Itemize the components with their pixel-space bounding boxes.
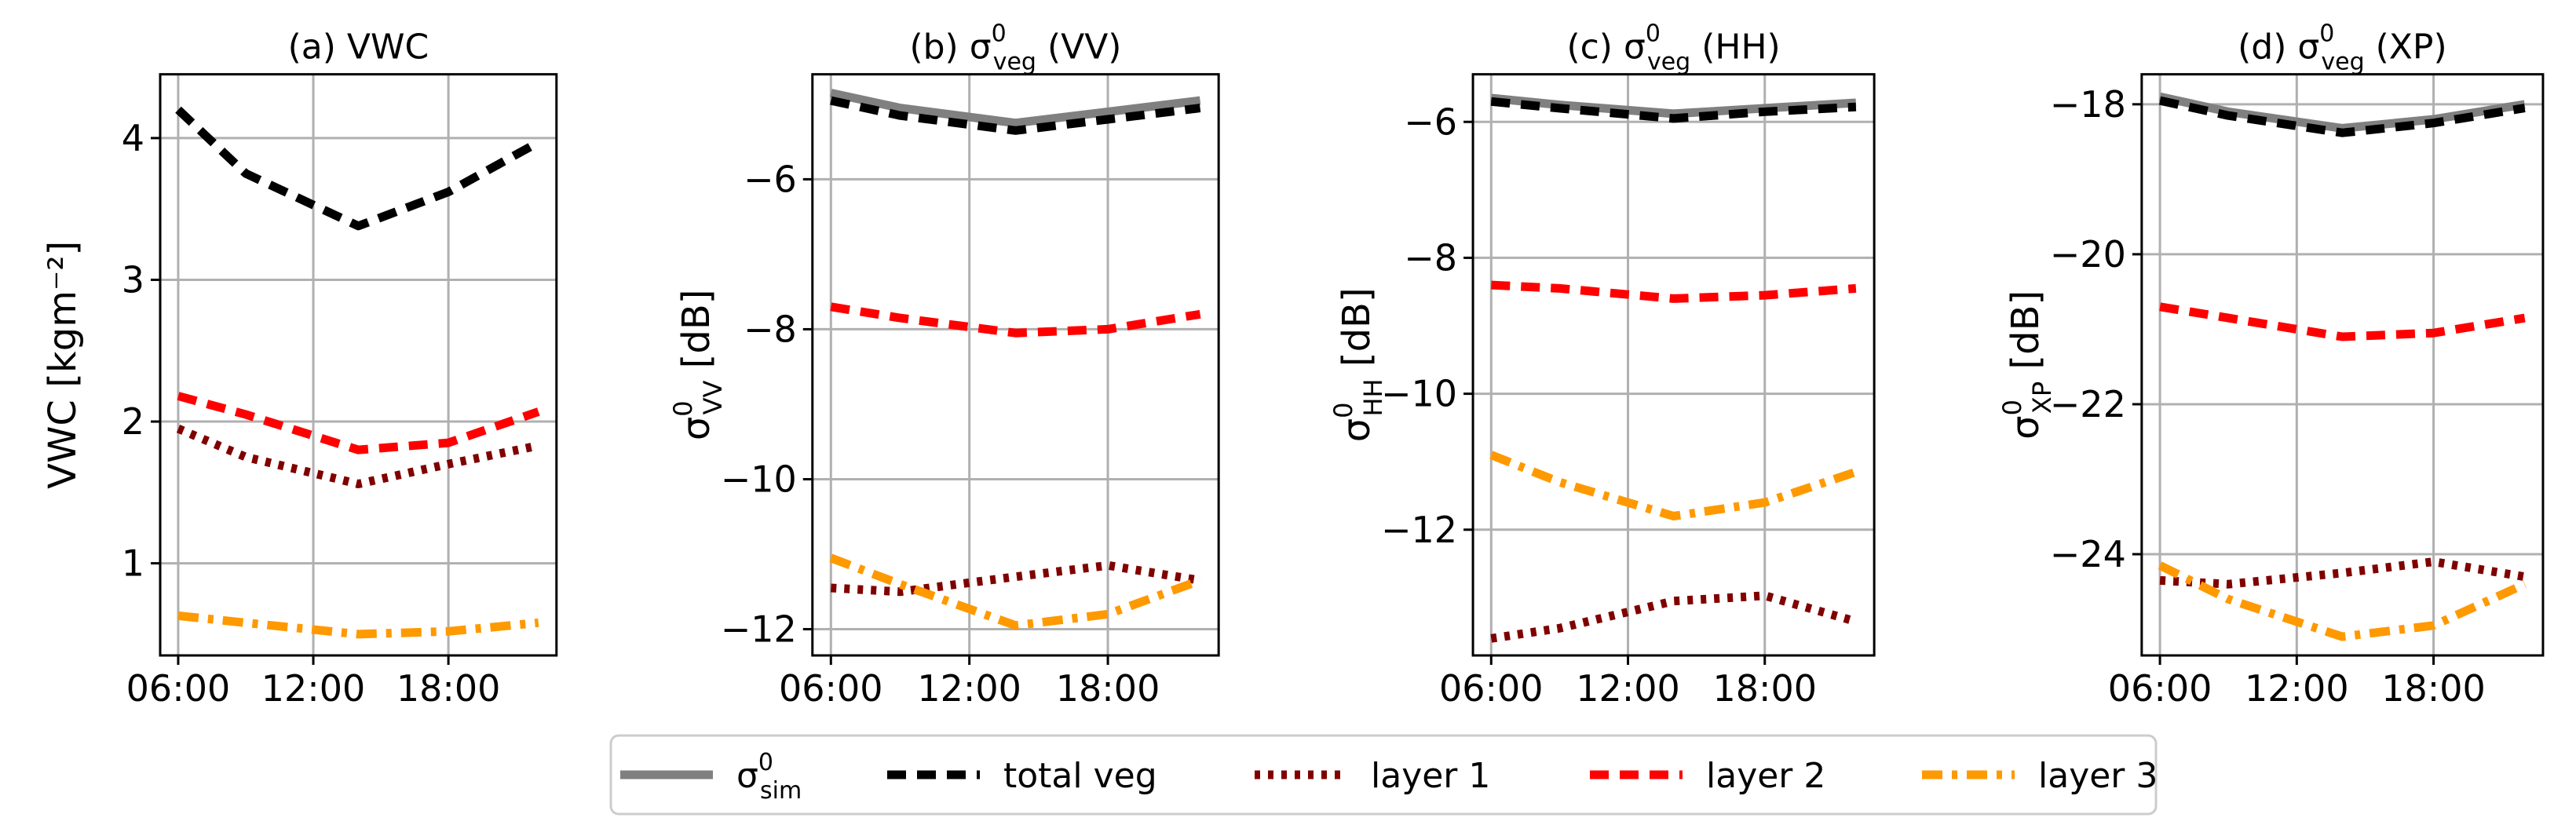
panel-title: (d) σ0 veg (XP) bbox=[2238, 20, 2447, 76]
y-tick-label: −10 bbox=[721, 458, 797, 500]
series-line-sim bbox=[2158, 92, 2526, 133]
legend-label-l2: layer 2 bbox=[1706, 756, 1825, 796]
y-tick-label: 2 bbox=[122, 400, 144, 443]
x-tick-label: 06:00 bbox=[126, 667, 231, 710]
series-line-l1 bbox=[831, 560, 1201, 597]
series-group bbox=[829, 89, 1202, 630]
axes-frame bbox=[2140, 73, 2545, 657]
axes-frame bbox=[159, 73, 558, 657]
panel-title: (a) VWC bbox=[288, 27, 429, 68]
axes-frame bbox=[811, 73, 1220, 657]
series-group bbox=[2158, 92, 2527, 641]
x-tick-label: 06:00 bbox=[1439, 667, 1544, 710]
panel-title: (b) σ0 veg (VV) bbox=[909, 20, 1121, 76]
series-line-sim bbox=[830, 89, 1201, 128]
x-tick-label: 18:00 bbox=[2381, 667, 2486, 710]
y-axis-label: σ0XP [dB] bbox=[1997, 290, 2057, 440]
series-line-l1 bbox=[176, 425, 539, 488]
y-tick-label: −6 bbox=[1404, 100, 1457, 143]
legend-label-total: total veg bbox=[1003, 756, 1157, 796]
x-tick-label: 18:00 bbox=[396, 667, 501, 710]
series-line-l3 bbox=[1489, 451, 1858, 520]
x-tick-label: 12:00 bbox=[261, 667, 366, 710]
y-axis-label: VWC [kgm⁻²] bbox=[41, 241, 85, 489]
x-tick-label: 06:00 bbox=[2108, 667, 2212, 710]
series-line-total bbox=[175, 106, 541, 231]
series-group bbox=[1489, 93, 1858, 643]
x-tick-label: 12:00 bbox=[917, 667, 1021, 710]
x-tick-label: 12:00 bbox=[2245, 667, 2349, 710]
series-line-l3 bbox=[829, 553, 1202, 630]
legend-frame bbox=[609, 734, 2158, 816]
x-tick-label: 18:00 bbox=[1056, 667, 1160, 710]
y-tick-label: 4 bbox=[122, 117, 144, 159]
y-tick-label: −22 bbox=[2050, 383, 2126, 425]
x-tick-label: 12:00 bbox=[1576, 667, 1680, 710]
legend-label-l1: layer 1 bbox=[1371, 756, 1490, 796]
series-line-l2 bbox=[2159, 302, 2526, 341]
y-tick-label: −20 bbox=[2050, 233, 2126, 276]
panel-a: 06:00 12:00 18:00 1 2 3 4 (a) VWC VWC [kgm⁻²] bbox=[41, 27, 558, 710]
series-line-l2 bbox=[1491, 280, 1857, 303]
y-axis-label: σ0HH [dB] bbox=[1328, 287, 1388, 442]
y-axis-label: σ0VV [dB] bbox=[668, 289, 728, 440]
series-line-total bbox=[1490, 97, 1857, 123]
y-tick-label: −8 bbox=[1404, 236, 1457, 279]
y-tick-label: −24 bbox=[2050, 533, 2126, 575]
legend: σ0 sim total veg layer 1 layer 2 layer 3 bbox=[609, 734, 2158, 816]
series-line-l2 bbox=[830, 302, 1201, 338]
series-group bbox=[175, 106, 541, 639]
series-line-total bbox=[830, 96, 1201, 135]
y-tick-label: 1 bbox=[122, 542, 144, 585]
legend-label-l3: layer 3 bbox=[2038, 756, 2158, 796]
y-tick-label: −8 bbox=[744, 308, 797, 350]
x-tick-label: 18:00 bbox=[1712, 667, 1817, 710]
series-line-l2 bbox=[177, 392, 540, 455]
y-tick-label: −18 bbox=[2050, 83, 2126, 126]
y-tick-label: −10 bbox=[1381, 373, 1457, 415]
y-tick-label: −12 bbox=[721, 608, 797, 651]
panel-c: 06:00 12:00 18:00 −12 −10 −8 −6 (c) σ0 veg (HH) σ… bbox=[1328, 20, 1876, 710]
axes-frame bbox=[1471, 73, 1876, 657]
legend-label-sim: σ0 sim bbox=[736, 749, 802, 805]
y-tick-label: −6 bbox=[744, 158, 797, 200]
panel-d: 06:00 12:00 18:00 −24 −22 −20 −18 (d) σ0 veg (XP… bbox=[1997, 20, 2545, 710]
x-tick-label: 06:00 bbox=[779, 667, 883, 710]
series-line-l3 bbox=[177, 611, 539, 639]
y-tick-label: −12 bbox=[1381, 509, 1457, 551]
series-line-l1 bbox=[1490, 591, 1858, 643]
panel-title: (c) σ0 veg (HH) bbox=[1566, 20, 1780, 76]
y-tick-label: 3 bbox=[122, 258, 144, 301]
series-line-l1 bbox=[2159, 557, 2526, 589]
panel-b: 06:00 12:00 18:00 −12 −10 −8 −6 (b) σ0 veg (VV) σ… bbox=[668, 20, 1220, 710]
series-line-l3 bbox=[2158, 561, 2527, 641]
series-line-total bbox=[2158, 96, 2526, 137]
